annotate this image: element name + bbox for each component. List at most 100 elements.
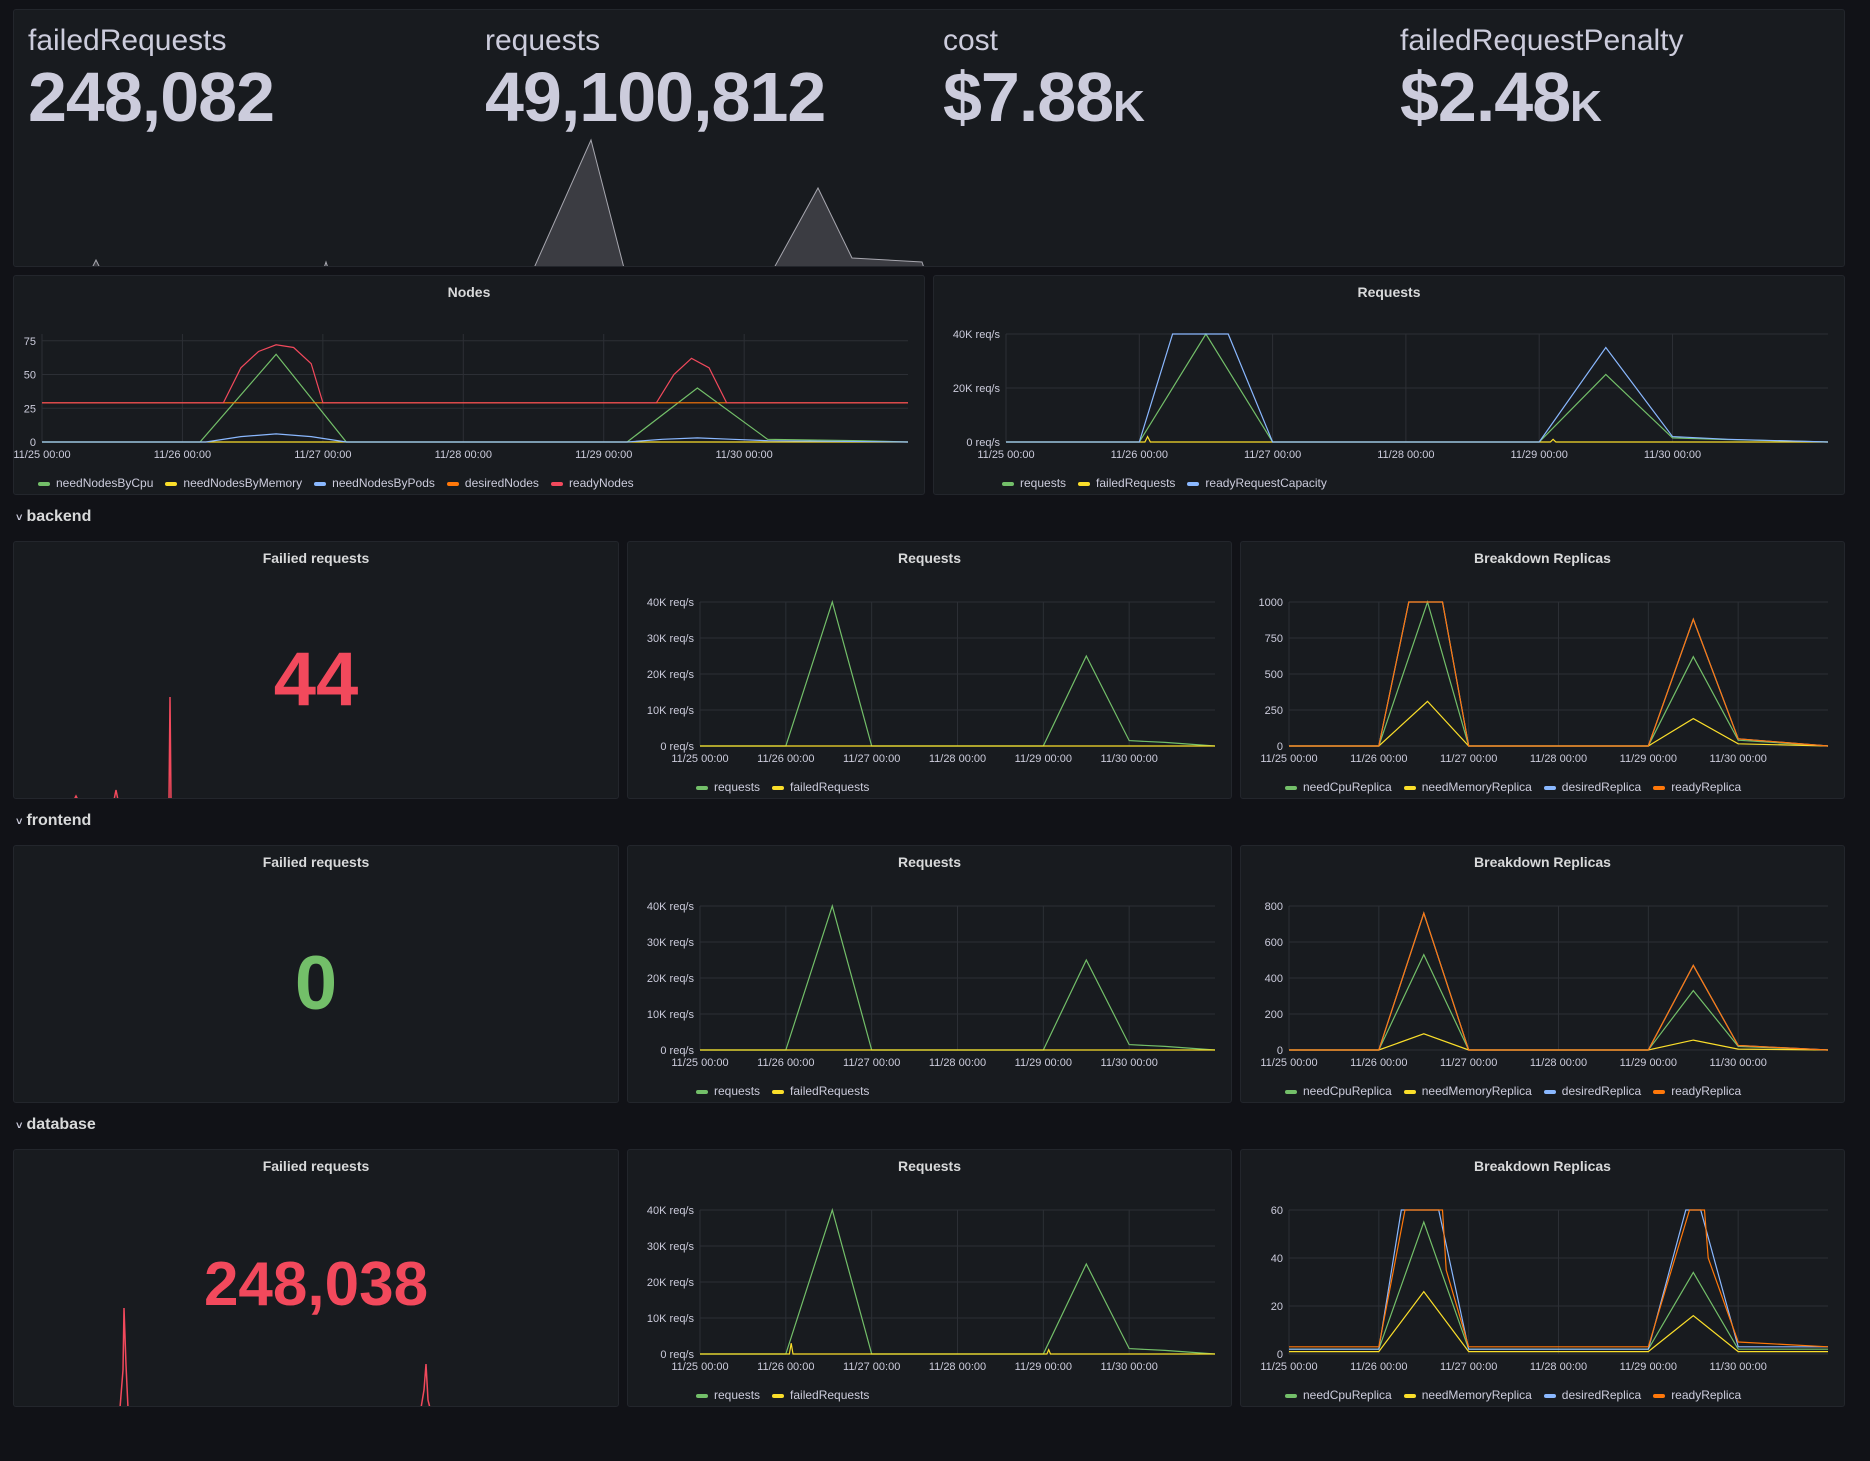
x-tick-label: 11/25 00:00 [1260,1361,1317,1373]
chart-legend: requests failedRequests [696,780,881,794]
legend-item-readyNodes[interactable]: readyNodes [550,476,634,490]
database-failed-requests-panel[interactable]: Failied requests 248,038 [13,1149,619,1407]
legend-item-requests[interactable]: requests [696,1388,760,1402]
legend-item-desiredReplica[interactable]: desiredReplica [1543,780,1641,794]
x-tick-label: 11/28 00:00 [929,1057,986,1069]
x-tick-label: 11/28 00:00 [435,449,492,461]
database-replicas-chart-panel[interactable]: Breakdown Replicas 0 20 40 60 11/25 00:00 11/… [1240,1149,1845,1407]
stat-failed-requests: failedRequests 248,082 [28,24,275,132]
legend-label: needNodesByMemory [183,476,303,490]
chart-svg: 0 req/s 10K req/s 20K req/s 30K req/s 40K re… [647,901,1216,1069]
legend-item-desiredNodes[interactable]: desiredNodes [446,476,539,490]
y-tick-label: 40K req/s [647,901,695,913]
nodes-chart-panel[interactable]: Nodes 0 25 50 75 11/25 00:00 11/26 00:00 11/27… [13,275,925,495]
database-requests-chart-panel[interactable]: Requests 0 req/s 10K req/s 20K req/s 30K re… [627,1149,1232,1407]
x-tick-label: 11/25 00:00 [14,449,71,461]
legend-label: failedRequests [790,1084,870,1098]
x-tick-label: 11/30 00:00 [1710,1057,1767,1069]
backend-failed-requests-panel[interactable]: Failied requests 44 [13,541,619,799]
legend-item-readyReplica[interactable]: readyReplica [1653,1388,1741,1402]
legend-item-needCpuReplica[interactable]: needCpuReplica [1285,780,1392,794]
legend-item-readyReplica[interactable]: readyReplica [1653,780,1741,794]
row-title: frontend [26,812,92,829]
legend-item-failedRequests[interactable]: failedRequests [772,1084,869,1098]
stat-label: failedRequests [28,24,227,57]
legend-swatch [550,481,563,486]
backend-replicas-chart-panel[interactable]: Breakdown Replicas 0 250 500 750 1000 11/25 0… [1240,541,1845,799]
legend-item-readyReplica[interactable]: readyReplica [1653,1084,1741,1098]
frontend-replicas-chart-panel[interactable]: Breakdown Replicas 0 200 400 600 800 11/25 00… [1240,845,1845,1103]
legend-item-requests[interactable]: requests [1002,476,1066,490]
frontend-failed-requests-panel[interactable]: Failied requests 0 [13,845,619,1103]
legend-swatch [1403,785,1416,790]
y-tick-label: 0 req/s [660,1045,694,1057]
chart-svg: 0 250 500 750 1000 11/25 00:00 11/26 00:00 11/2… [1259,597,1829,765]
legend-item-desiredReplica[interactable]: desiredReplica [1543,1084,1641,1098]
legend-item-needNodesByMemory[interactable]: needNodesByMemory [165,476,302,490]
y-tick-label: 40K req/s [953,329,1001,341]
big-stat-value: 44 [273,637,359,722]
backend-requests-chart-panel[interactable]: Requests 0 req/s 10K req/s 20K req/s 30K re… [627,541,1232,799]
legend-item-needCpuReplica[interactable]: needCpuReplica [1285,1084,1392,1098]
legend-item-requests[interactable]: requests [696,1084,760,1098]
chart-legend: requests failedRequests [696,1388,881,1402]
chart-svg: 0 25 50 75 11/25 00:00 11/26 00:00 11/27 00:00… [14,334,909,461]
y-tick-label: 0 req/s [660,741,694,753]
panel-title: Requests [897,550,962,566]
requests-chart-panel[interactable]: Requests 0 req/s 20K req/s 40K req/s 11/25 … [933,275,1845,495]
chart-legend: needCpuReplica needMemoryReplica desiredRe… [1285,780,1753,794]
x-tick-label: 11/28 00:00 [929,1361,986,1373]
y-tick-label: 800 [1265,901,1283,913]
legend-item-needCpuReplica[interactable]: needCpuReplica [1285,1388,1392,1402]
series-line-readyReplica [1289,911,1829,1051]
legend-label: requests [1020,476,1067,490]
legend-label: desiredReplica [1561,1388,1642,1402]
legend-label: requests [714,1388,761,1402]
y-tick-label: 30K req/s [647,633,695,645]
y-tick-label: 60 [1271,1205,1283,1217]
stat-value: 49,100,812 [485,58,826,136]
legend-item-needNodesByPods[interactable]: needNodesByPods [314,476,435,490]
series-line-readyNodes [42,344,908,404]
legend-label: requests [714,1084,761,1098]
legend-swatch [165,481,178,486]
legend-label: needMemoryReplica [1421,1084,1532,1098]
stat-label: requests [485,24,601,57]
legend-item-failedRequests[interactable]: failedRequests [1078,476,1175,490]
y-tick-label: 30K req/s [647,937,695,949]
row-title: database [26,1116,96,1133]
legend-item-desiredReplica[interactable]: desiredReplica [1543,1388,1642,1402]
failed-requests-sparkline [119,1307,431,1406]
legend-item-needNodesByCpu[interactable]: needNodesByCpu [38,476,153,490]
x-tick-label: 11/30 00:00 [1101,753,1158,765]
big-stat-value: 0 [294,941,338,1026]
legend-item-needMemoryReplica[interactable]: needMemoryReplica [1403,780,1532,794]
legend-item-requests[interactable]: requests [696,780,760,794]
chart-svg: 0 req/s 20K req/s 40K req/s 11/25 00:00 11/2… [953,329,1829,461]
row-header-frontend[interactable]: ˅ frontend [16,812,91,830]
legend-label: readyNodes [568,476,634,490]
stat-cost: cost $7.88K [943,24,1145,132]
x-tick-label: 11/30 00:00 [1644,449,1701,461]
legend-label: readyReplica [1671,1084,1742,1098]
legend-swatch [1078,481,1091,486]
chart-legend: needCpuReplica needMemoryReplica desiredRe… [1285,1084,1753,1098]
x-tick-label: 11/26 00:00 [757,1057,814,1069]
row-header-backend[interactable]: ˅ backend [16,508,91,526]
row-title: backend [26,508,92,525]
series-line-needMemoryReplica [1289,1290,1828,1353]
legend-item-failedRequests[interactable]: failedRequests [772,780,869,794]
legend-item-failedRequests[interactable]: failedRequests [772,1388,869,1402]
y-tick-label: 20K req/s [647,1277,695,1289]
x-tick-label: 11/27 00:00 [843,1057,900,1069]
row-header-database[interactable]: ˅ database [16,1116,96,1134]
legend-item-readyRequestCapacity[interactable]: readyRequestCapacity [1187,476,1327,490]
stat-label: failedRequestPenalty [1400,24,1684,57]
legend-item-needMemoryReplica[interactable]: needMemoryReplica [1403,1084,1532,1098]
legend-item-needMemoryReplica[interactable]: needMemoryReplica [1403,1388,1532,1402]
frontend-requests-chart-panel[interactable]: Requests 0 req/s 10K req/s 20K req/s 30K re… [627,845,1232,1103]
legend-swatch [772,785,785,790]
y-tick-label: 10K req/s [647,705,695,717]
legend-swatch [696,785,708,790]
panel-title: Failied requests [262,1158,370,1174]
